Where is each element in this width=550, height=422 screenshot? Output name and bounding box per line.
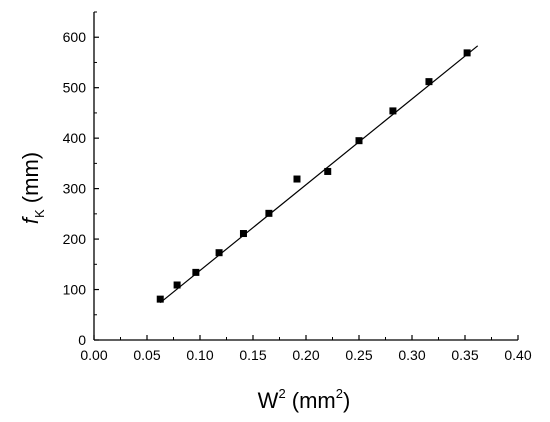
axes: 0.00 0.05 0.10 0.15 0.20 0.25 0.30 0.35 0.40 0 100… bbox=[63, 11, 532, 363]
data-point bbox=[293, 175, 301, 183]
y-axis-title: fK (mm) bbox=[18, 152, 47, 224]
x-axis-title: W2 (mm2) bbox=[258, 386, 351, 413]
x-axis-title-main: W bbox=[258, 388, 279, 413]
data-point bbox=[192, 268, 200, 276]
data-point bbox=[324, 167, 332, 175]
data-points bbox=[156, 49, 471, 303]
data-point bbox=[173, 281, 181, 289]
x-tick-label: 0.30 bbox=[398, 347, 425, 363]
y-tick-label: 300 bbox=[63, 181, 87, 197]
y-axis-title-italic: f bbox=[18, 215, 43, 224]
x-axis-title-close: ) bbox=[343, 388, 350, 413]
fit-line bbox=[159, 45, 479, 304]
x-tick-label: 0.40 bbox=[504, 347, 531, 363]
fit-line-layer bbox=[159, 45, 479, 304]
y-axis-title-rest: (mm) bbox=[18, 152, 43, 209]
data-point bbox=[156, 295, 164, 303]
x-tick-label: 0.10 bbox=[186, 347, 213, 363]
x-axis-title-sup: 2 bbox=[278, 386, 285, 401]
x-axis-title-rest-sup: 2 bbox=[336, 386, 343, 401]
data-point bbox=[425, 78, 433, 86]
data-point bbox=[463, 49, 471, 57]
data-point bbox=[265, 209, 273, 217]
data-point bbox=[355, 137, 363, 145]
data-point bbox=[389, 107, 397, 115]
y-axis-title-sub: K bbox=[32, 209, 47, 218]
y-tick-label: 200 bbox=[63, 231, 87, 247]
x-axis-title-rest: (mm bbox=[286, 388, 336, 413]
x-tick-label: 0.00 bbox=[80, 347, 107, 363]
data-point bbox=[239, 230, 247, 238]
y-tick-label: 600 bbox=[63, 29, 87, 45]
x-tick-label: 0.15 bbox=[239, 347, 266, 363]
x-tick-label: 0.35 bbox=[451, 347, 478, 363]
y-tick-label: 400 bbox=[63, 130, 87, 146]
x-tick-label: 0.05 bbox=[133, 347, 160, 363]
x-tick-label: 0.25 bbox=[345, 347, 372, 363]
y-tick-label: 100 bbox=[63, 282, 87, 298]
data-point bbox=[215, 249, 223, 257]
x-tick-label: 0.20 bbox=[292, 347, 319, 363]
y-tick-label: 0 bbox=[78, 332, 86, 348]
y-tick-label: 500 bbox=[63, 80, 87, 96]
